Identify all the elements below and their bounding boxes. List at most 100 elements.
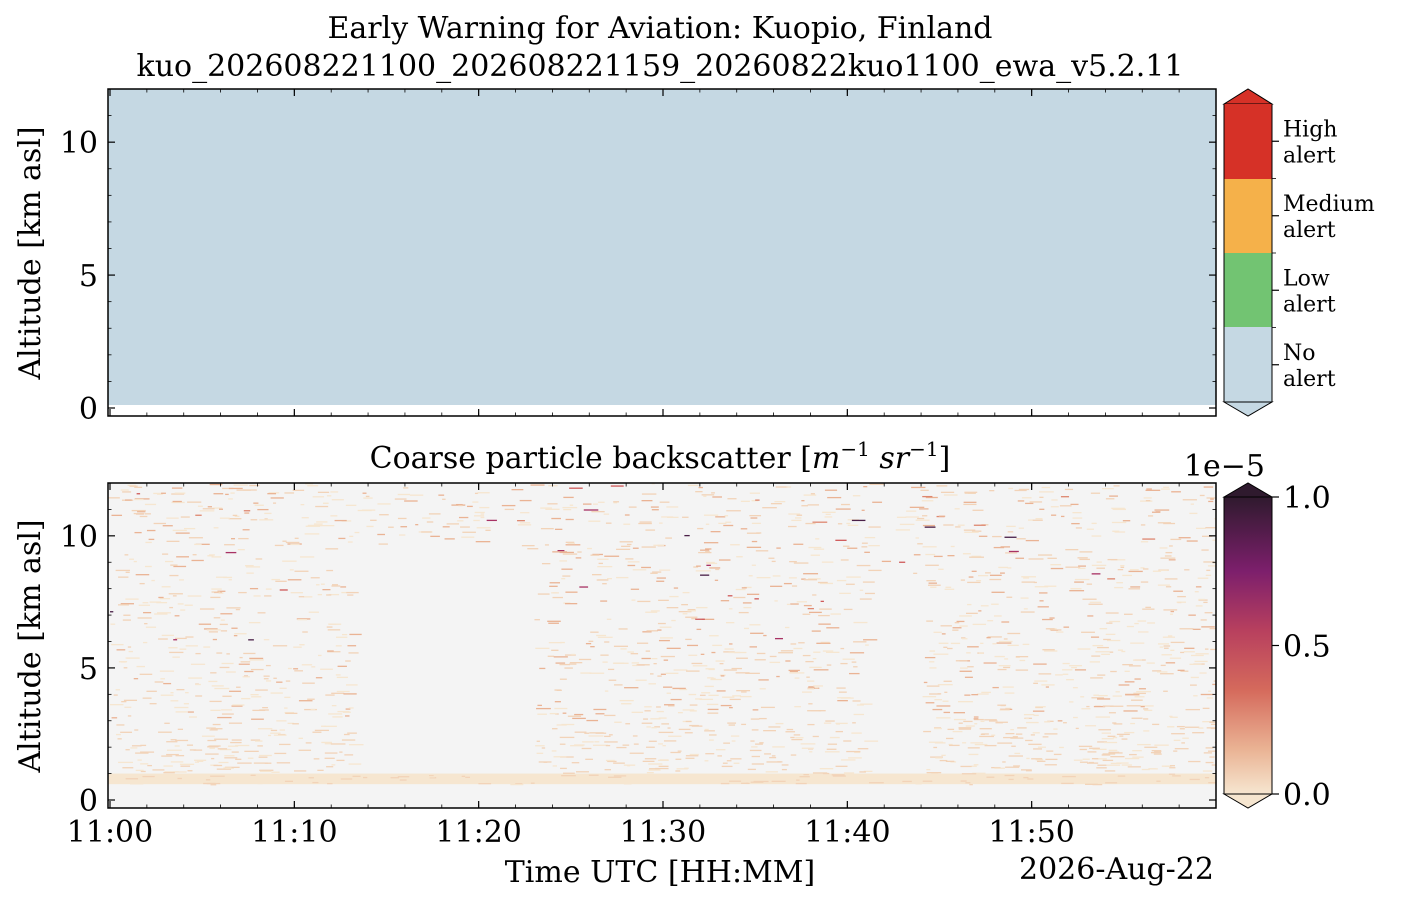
backscatter-cell — [1007, 644, 1019, 647]
backscatter-cell — [1203, 561, 1215, 563]
backscatter-cell — [946, 647, 953, 650]
backscatter-cell — [1154, 744, 1169, 746]
backscatter-cell — [788, 513, 801, 515]
alert-panel-frame — [107, 88, 1217, 417]
backscatter-cell — [1000, 572, 1005, 574]
backscatter-cell — [474, 492, 479, 495]
backscatter-cell — [753, 780, 769, 783]
backscatter-cell — [1082, 598, 1097, 600]
backscatter-cell — [786, 603, 790, 606]
backscatter-cell — [709, 567, 721, 569]
backscatter-cell — [348, 652, 359, 654]
backscatter-cell — [689, 724, 699, 727]
backscatter-cell — [219, 623, 228, 626]
backscatter-cell — [810, 776, 816, 778]
backscatter-cell — [1124, 731, 1135, 734]
backscatter-cell — [159, 670, 175, 672]
backscatter-cell — [255, 689, 268, 691]
backscatter-cell — [1164, 578, 1178, 580]
backscatter-cell — [187, 595, 202, 597]
backscatter-cell — [1160, 780, 1172, 782]
backscatter-cell — [315, 677, 323, 679]
backscatter-cell — [812, 521, 828, 523]
backscatter-cell — [781, 768, 787, 771]
backscatter-cell — [922, 495, 933, 498]
backscatter-cell — [282, 560, 297, 562]
backscatter-cell — [600, 654, 609, 656]
backscatter-cell — [967, 666, 974, 668]
backscatter-cell — [203, 628, 218, 630]
backscatter-cell — [154, 681, 164, 683]
backscatter-cell — [590, 646, 595, 648]
backscatter-cell — [530, 484, 545, 486]
backscatter-cell — [1159, 646, 1164, 648]
backscatter-cell — [1096, 767, 1107, 769]
backscatter-cell — [270, 692, 283, 694]
backscatter-cell — [221, 662, 234, 665]
backscatter-cell — [688, 654, 698, 656]
backscatter-cell — [1062, 669, 1073, 671]
backscatter-cell — [1051, 499, 1058, 501]
backscatter-low-layer — [108, 773, 1216, 785]
backscatter-cell — [751, 540, 758, 543]
backscatter-cell — [1087, 751, 1097, 753]
backscatter-cell — [790, 603, 799, 605]
backscatter-cell — [574, 744, 585, 746]
backscatter-cell — [971, 693, 979, 696]
backscatter-cell — [357, 509, 372, 512]
backscatter-cell — [480, 513, 485, 515]
backscatter-cell — [815, 538, 820, 540]
backscatter-cell — [836, 723, 840, 725]
backscatter-cell — [653, 544, 665, 546]
backscatter-cell — [257, 612, 266, 614]
backscatter-cell — [345, 660, 351, 662]
backscatter-cell — [1010, 729, 1014, 731]
backscatter-cell — [1095, 716, 1111, 718]
backscatter-cell — [955, 660, 968, 662]
backscatter-cell — [238, 537, 249, 540]
backscatter-cell — [554, 707, 568, 710]
backscatter-cell — [932, 708, 943, 711]
backscatter-cell — [968, 780, 975, 782]
backscatter-cell — [349, 535, 354, 538]
backscatter-cell — [562, 712, 567, 714]
backscatter-cell — [1157, 643, 1169, 645]
backscatter-cell — [986, 637, 991, 639]
backscatter-cell — [501, 504, 516, 507]
backscatter-cell — [331, 692, 345, 694]
backscatter-cell — [552, 596, 563, 599]
backscatter-cell — [187, 770, 193, 772]
backscatter-cell — [213, 764, 223, 767]
backscatter-cell — [292, 489, 305, 491]
backscatter-cell — [699, 694, 706, 696]
backscatter-cell — [840, 647, 845, 650]
backscatter-cell — [655, 767, 669, 770]
backscatter-cell — [276, 681, 283, 683]
backscatter-cell — [843, 772, 855, 774]
backscatter-cell — [703, 495, 707, 498]
backscatter-cell — [548, 622, 559, 624]
backscatter-cell — [1210, 648, 1216, 651]
backscatter-cell — [145, 626, 157, 628]
backscatter-cell — [726, 760, 732, 762]
backscatter-cell — [776, 547, 781, 549]
backscatter-cell — [567, 542, 575, 545]
backscatter-cell — [259, 770, 272, 773]
backscatter-cell — [746, 593, 760, 595]
backscatter-cell — [691, 662, 703, 665]
backscatter-cell — [1131, 699, 1143, 701]
backscatter-cell — [170, 739, 177, 741]
backscatter-cell — [1173, 739, 1181, 741]
backscatter-cell — [743, 606, 752, 609]
backscatter-cell — [195, 652, 201, 655]
backscatter-cell — [253, 502, 259, 504]
backscatter-cell — [712, 496, 722, 498]
backscatter-cell — [244, 512, 250, 514]
backscatter-cell — [1203, 601, 1208, 604]
backscatter-cell — [592, 574, 602, 576]
backscatter-cell — [174, 745, 180, 747]
backscatter-cell — [1117, 568, 1124, 571]
backscatter-cell — [793, 562, 809, 564]
backscatter-cell — [641, 546, 656, 548]
backscatter-cell — [193, 749, 203, 751]
